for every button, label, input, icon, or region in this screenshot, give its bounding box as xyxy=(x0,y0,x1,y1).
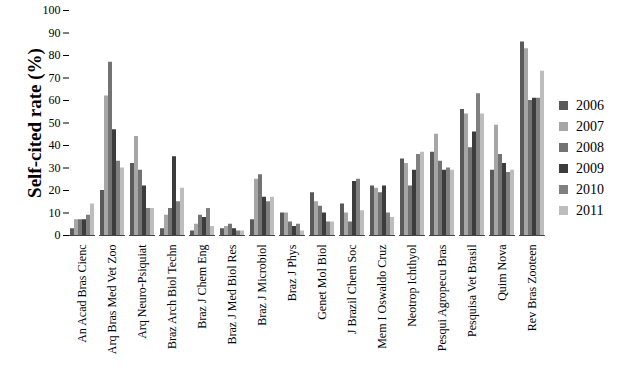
html-text:2006: 2006 xyxy=(576,97,604,113)
html-text:2011: 2011 xyxy=(576,202,604,218)
svg-text:Pesquisa Vet Brasil: Pesquisa Vet Brasil xyxy=(465,244,479,337)
svg-text:Braz J Phys: Braz J Phys xyxy=(285,244,299,301)
svg-text:Neotrop Ichthyol: Neotrop Ichthyol xyxy=(405,244,419,327)
svg-text:20: 20 xyxy=(49,183,61,197)
html-text:2009: 2009 xyxy=(576,160,604,176)
svg-text:60: 60 xyxy=(49,93,61,107)
svg-text:Self-cited rate (%): Self-cited rate (%) xyxy=(24,48,46,198)
html-text:2008: 2008 xyxy=(576,139,604,155)
svg-text:Rev Bras Zooteen: Rev Bras Zooteen xyxy=(525,245,539,332)
svg-text:30: 30 xyxy=(49,161,61,175)
svg-text:40: 40 xyxy=(49,138,61,152)
svg-text:Braz Arch Biol Techn: Braz Arch Biol Techn xyxy=(165,245,179,350)
svg-text:80: 80 xyxy=(49,48,61,62)
svg-text:0: 0 xyxy=(55,228,61,242)
svg-text:Mem I Oswaldo Cruz: Mem I Oswaldo Cruz xyxy=(375,245,389,349)
html-text:2010: 2010 xyxy=(576,181,604,197)
svg-text:Arq Bras Med Vet Zoo: Arq Bras Med Vet Zoo xyxy=(105,245,119,355)
svg-text:Braz J Microbiol: Braz J Microbiol xyxy=(255,244,269,326)
svg-text:100: 100 xyxy=(43,3,61,17)
svg-text:J Brazil Chem Soc: J Brazil Chem Soc xyxy=(345,245,359,335)
svg-text:Genet Mol Biol: Genet Mol Biol xyxy=(315,244,329,320)
svg-text:Pesqui Agropecu Bras: Pesqui Agropecu Bras xyxy=(435,244,449,351)
svg-text:Quim Nova: Quim Nova xyxy=(495,244,509,301)
html-text:2007: 2007 xyxy=(576,118,604,134)
svg-text:Arq Neuro-Psiquiat: Arq Neuro-Psiquiat xyxy=(135,244,149,339)
svg-text:Braz J Med Biol Res: Braz J Med Biol Res xyxy=(225,244,239,344)
svg-text:50: 50 xyxy=(49,116,61,130)
svg-text:10: 10 xyxy=(49,206,61,220)
svg-text:70: 70 xyxy=(49,71,61,85)
svg-text:90: 90 xyxy=(49,26,61,40)
svg-text:Braz J Chem Eng: Braz J Chem Eng xyxy=(195,245,209,329)
svg-text:An Acad Bras Cienc: An Acad Bras Cienc xyxy=(75,245,89,343)
